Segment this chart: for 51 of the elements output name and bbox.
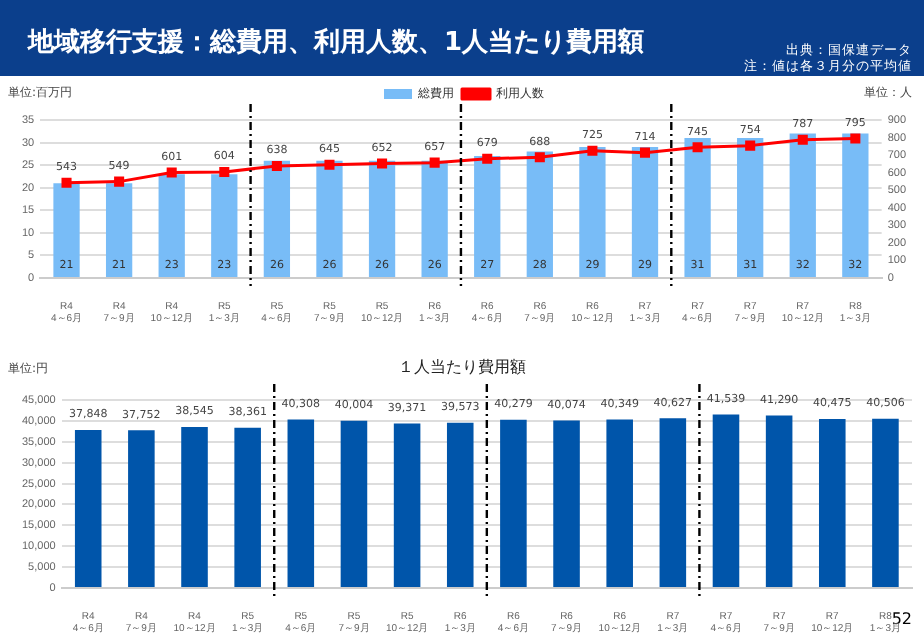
bar (712, 414, 740, 587)
bar (737, 138, 764, 277)
bar (263, 160, 291, 277)
point (271, 160, 282, 172)
bar (368, 160, 396, 277)
point (745, 140, 756, 151)
bar (526, 151, 553, 277)
bar (74, 429, 102, 587)
bar (421, 160, 448, 277)
bar (393, 423, 421, 587)
bar (158, 174, 185, 277)
point (797, 134, 808, 145)
point (324, 159, 335, 170)
point (114, 176, 125, 187)
bar (474, 156, 501, 277)
text: 52 (891, 610, 912, 628)
bar (446, 422, 474, 587)
point (639, 147, 651, 158)
bar (211, 174, 238, 277)
bar (500, 419, 527, 587)
bar (234, 427, 261, 587)
point (429, 157, 440, 168)
bar (287, 419, 315, 587)
bar (128, 430, 155, 587)
bar (181, 426, 208, 587)
point (377, 158, 388, 169)
bar (340, 420, 368, 587)
bar (842, 133, 869, 277)
bar (818, 418, 846, 587)
point (850, 133, 861, 144)
bar (316, 160, 343, 277)
bar (659, 418, 687, 587)
point (219, 166, 230, 177)
bar (684, 138, 711, 277)
bar (789, 133, 816, 277)
bar (872, 418, 899, 587)
point (166, 167, 177, 178)
chart-title: 地域移行支援：総費用、利用人数、1人当たり費用額 (28, 25, 645, 60)
chart-title: １人当たり費用額 (398, 358, 526, 376)
bar (579, 147, 606, 277)
point (692, 142, 703, 153)
bar (553, 420, 580, 587)
bar (631, 147, 659, 277)
point (534, 152, 545, 163)
bar (53, 183, 80, 277)
bar (765, 415, 793, 587)
bar (105, 183, 133, 277)
bar (606, 419, 633, 587)
point (587, 145, 598, 156)
point (482, 153, 493, 164)
point (61, 177, 72, 188)
